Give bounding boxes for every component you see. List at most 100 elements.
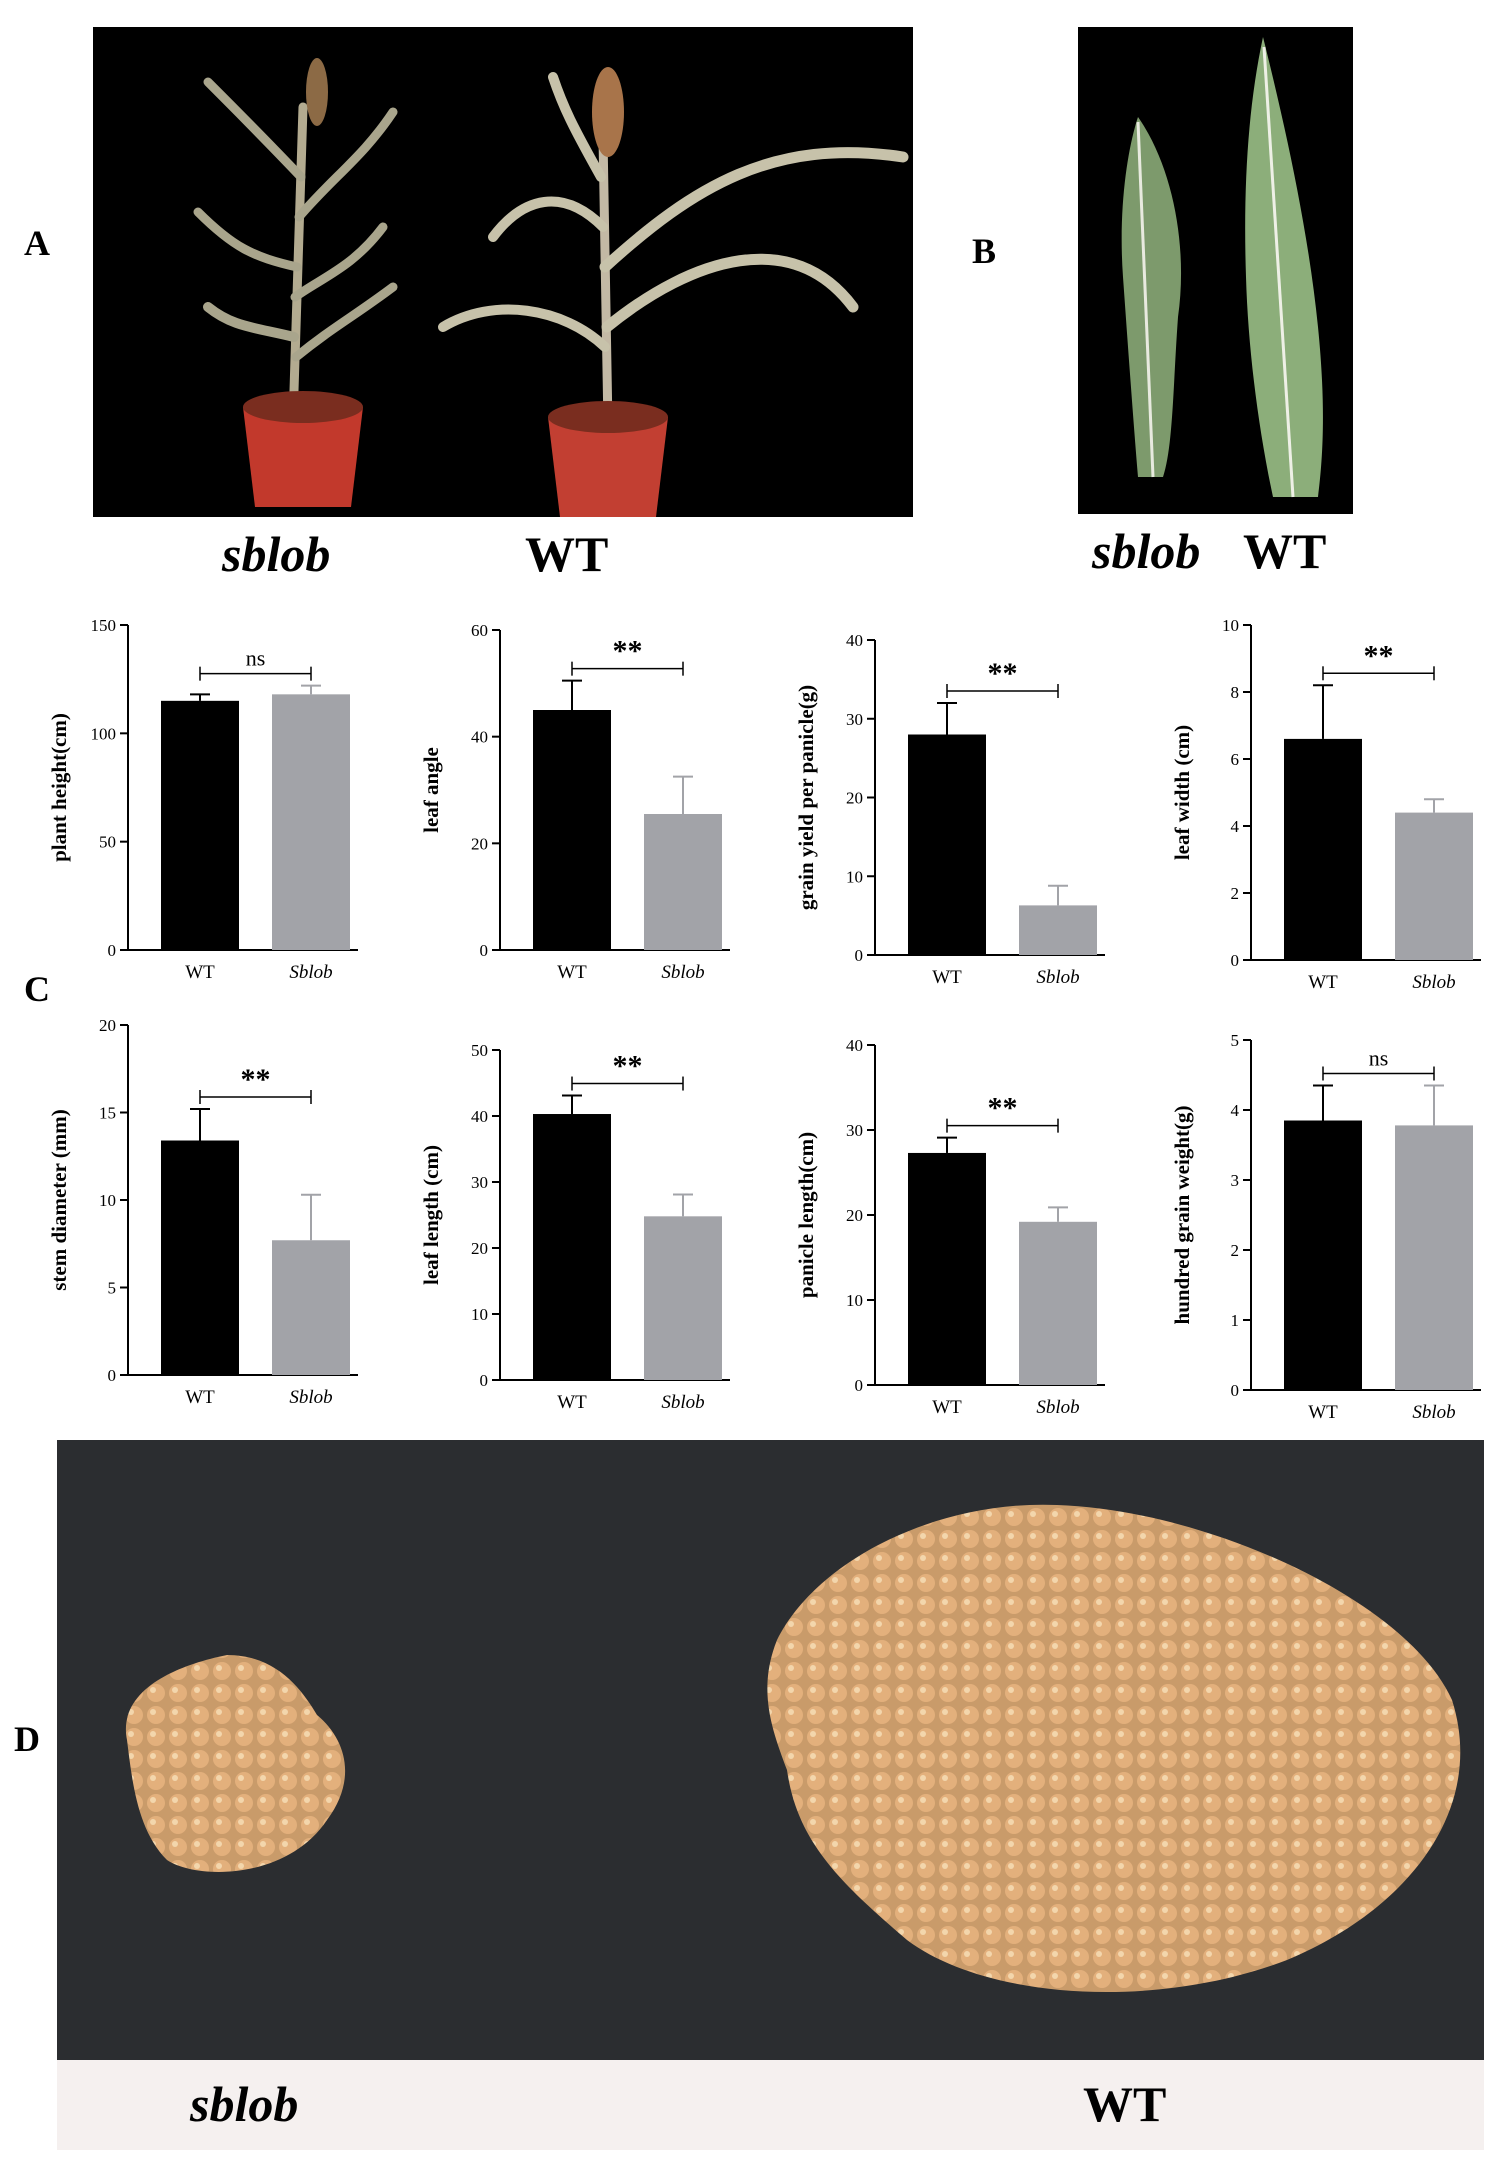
y-tick-label: 30: [471, 1173, 488, 1192]
wt-leaf: [1245, 37, 1323, 497]
y-tick-label: 20: [471, 1239, 488, 1258]
sblob-pot: [243, 407, 363, 507]
y-tick-label: 100: [91, 724, 117, 743]
bar-sblob: [1395, 812, 1473, 960]
y-tick-label: 20: [846, 1206, 863, 1225]
y-tick-label: 15: [99, 1104, 116, 1123]
y-axis-label: stem diameter (mm): [47, 1109, 71, 1291]
y-tick-label: 20: [99, 1016, 116, 1035]
bar-wt: [533, 710, 611, 950]
y-tick-label: 30: [846, 1121, 863, 1140]
chart-leaf-width: 0 2 4 6 8 10 leaf width (cm) WT Sblob **: [1170, 616, 1481, 993]
bar-wt: [908, 734, 986, 955]
photo-d-caption-sblob: sblob: [190, 2076, 299, 2132]
y-axis-label: panicle length(cm): [794, 1132, 818, 1298]
photo-b-caption-sblob: sblob: [1092, 523, 1201, 579]
x-tick-label: Sblob: [1036, 967, 1079, 988]
panel-label-b: B: [972, 231, 997, 271]
y-axis-label: leaf length (cm): [419, 1145, 443, 1285]
bar-wt: [908, 1152, 986, 1385]
bar-wt: [1284, 738, 1362, 960]
y-tick-label: 40: [846, 1036, 863, 1055]
significance-label: **: [1364, 639, 1394, 672]
y-tick-label: 5: [108, 1279, 117, 1298]
x-tick-label: Sblob: [289, 1387, 332, 1408]
bar-wt: [1284, 1120, 1362, 1390]
bar-sblob: [1395, 1125, 1473, 1390]
sblob-grain-pile: [125, 1655, 346, 1872]
significance-label: **: [241, 1063, 271, 1096]
bar-sblob: [272, 1240, 350, 1375]
x-tick-label: Sblob: [661, 962, 704, 983]
y-tick-label: 20: [846, 789, 863, 808]
chart-stem-diameter: 0 5 10 15 20 stem diameter (mm) WT Sblob **: [47, 1016, 358, 1408]
y-tick-label: 10: [846, 867, 863, 886]
x-tick-label: WT: [557, 1392, 587, 1413]
y-tick-label: 50: [471, 1041, 488, 1060]
y-tick-label: 0: [1231, 1381, 1240, 1400]
x-tick-label: Sblob: [289, 962, 332, 983]
bar-sblob: [1019, 1221, 1097, 1385]
photo-leaves: [1078, 27, 1353, 514]
y-axis-label: plant height(cm): [47, 713, 71, 862]
significance-label: **: [613, 1050, 643, 1083]
y-tick-label: 4: [1231, 1101, 1240, 1120]
y-tick-label: 10: [846, 1291, 863, 1310]
significance-label: **: [988, 1092, 1018, 1125]
x-tick-label: WT: [932, 1397, 962, 1418]
y-tick-label: 30: [846, 710, 863, 729]
significance-label: **: [613, 635, 643, 668]
y-tick-label: 40: [471, 728, 488, 747]
grain-illustration: [57, 1440, 1484, 2060]
y-axis-label: hundred grain weight(g): [1170, 1106, 1194, 1325]
wt-plant: [438, 72, 909, 432]
photo-d-caption-wt: WT: [1083, 2076, 1167, 2132]
significance-label: **: [988, 657, 1018, 690]
y-tick-label: 150: [91, 616, 117, 635]
x-tick-label: Sblob: [661, 1392, 704, 1413]
y-tick-label: 0: [108, 1366, 117, 1385]
sblob-plant: [193, 77, 398, 427]
sblob-leaf: [1121, 117, 1182, 477]
photo-plants: [93, 27, 913, 517]
y-tick-label: 0: [1231, 951, 1240, 970]
wt-pot: [548, 417, 668, 517]
y-tick-label: 40: [471, 1107, 488, 1126]
bar-wt: [161, 700, 239, 950]
bar-wt: [533, 1114, 611, 1380]
y-axis-label: grain yield per panicle(g): [794, 685, 818, 910]
bar-sblob: [644, 814, 722, 950]
x-tick-label: WT: [1308, 1402, 1338, 1423]
x-tick-label: WT: [185, 962, 215, 983]
y-tick-label: 0: [480, 941, 489, 960]
y-tick-label: 5: [1231, 1031, 1240, 1050]
y-tick-label: 0: [855, 946, 864, 965]
x-tick-label: WT: [1308, 972, 1338, 993]
bar-sblob: [1019, 905, 1097, 955]
chart-leaf-angle: 0 20 40 60 leaf angle WT Sblob **: [419, 621, 730, 983]
y-tick-label: 60: [471, 621, 488, 640]
y-tick-label: 0: [108, 941, 117, 960]
y-tick-label: 1: [1231, 1311, 1240, 1330]
bar-sblob: [272, 694, 350, 950]
x-tick-label: Sblob: [1412, 972, 1455, 993]
chart-plant-height: 0 50 100 150 plant height(cm) WT Sblob ns: [47, 616, 358, 983]
x-tick-label: WT: [185, 1387, 215, 1408]
y-tick-label: 3: [1231, 1171, 1240, 1190]
y-tick-label: 2: [1231, 1241, 1240, 1260]
x-tick-label: WT: [932, 967, 962, 988]
y-tick-label: 0: [480, 1371, 489, 1390]
y-tick-label: 40: [846, 631, 863, 650]
plant-illustration: [93, 27, 913, 517]
photo-a-caption-wt: WT: [525, 526, 609, 582]
chart-panicle-length: 0 10 20 30 40 panicle length(cm) WT Sblob **: [794, 1036, 1105, 1418]
chart-hundred-grain-weight: 0 1 2 3 4 5 hundred grain weight(g) WT Sblob ns: [1170, 1031, 1481, 1423]
y-tick-label: 20: [471, 834, 488, 853]
y-tick-label: 10: [471, 1305, 488, 1324]
panel-label-d: D: [14, 1719, 40, 1759]
bar-sblob: [644, 1216, 722, 1380]
y-tick-label: 8: [1231, 683, 1240, 702]
y-axis-label: leaf width (cm): [1170, 725, 1194, 860]
significance-label: ns: [1369, 1046, 1389, 1071]
y-tick-label: 10: [1222, 616, 1239, 635]
